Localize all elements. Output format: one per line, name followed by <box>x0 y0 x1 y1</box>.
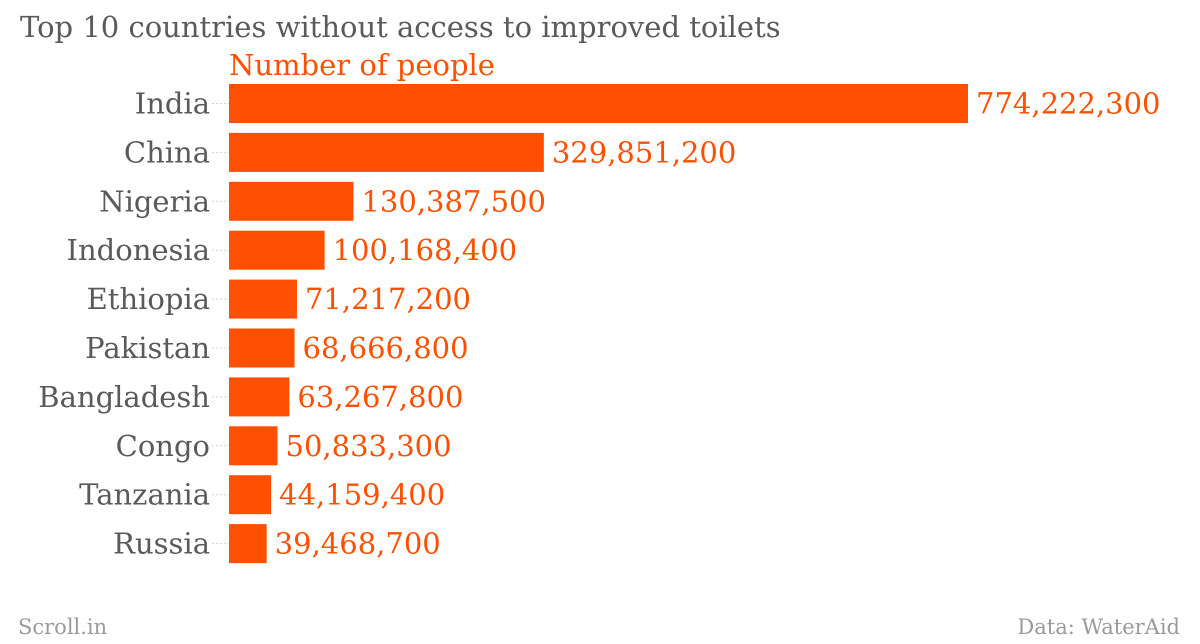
bar <box>229 84 968 123</box>
value-label: 50,833,300 <box>286 429 452 463</box>
category-label: Tanzania <box>79 478 210 512</box>
bar <box>229 377 290 417</box>
category-label: India <box>135 87 210 121</box>
value-label: 44,159,400 <box>279 478 445 512</box>
category-label: Ethiopia <box>87 282 210 316</box>
bar <box>229 230 325 270</box>
value-label: 100,168,400 <box>333 233 517 267</box>
value-label: 68,666,800 <box>303 331 469 365</box>
bar <box>229 475 272 515</box>
bars-group: India 774,222,300 China 329,851,200 Nigeria 1… <box>38 84 1161 564</box>
bar <box>229 181 354 221</box>
category-label: Pakistan <box>85 331 210 365</box>
chart-title: Top 10 countries without access to impro… <box>20 10 781 44</box>
bar <box>229 524 267 564</box>
source-credit: Scroll.in <box>18 615 107 639</box>
category-label: China <box>124 135 210 169</box>
category-label: Nigeria <box>99 184 210 218</box>
bar <box>229 132 544 172</box>
value-label: 71,217,200 <box>305 282 471 316</box>
bar <box>229 328 295 368</box>
value-label: 63,267,800 <box>297 380 463 414</box>
value-label: 39,468,700 <box>275 527 441 561</box>
value-label: 329,851,200 <box>552 135 737 169</box>
category-label: Bangladesh <box>38 380 210 414</box>
value-label: 774,222,300 <box>976 87 1161 121</box>
bar <box>229 279 297 319</box>
category-label: Indonesia <box>67 233 210 267</box>
legend-series-name: Number of people <box>229 48 495 82</box>
data-source: Data: WaterAid <box>1017 615 1180 639</box>
value-label: 130,387,500 <box>361 184 546 218</box>
bar <box>229 426 278 466</box>
category-label: Russia <box>113 527 210 561</box>
category-label: Congo <box>116 429 210 463</box>
